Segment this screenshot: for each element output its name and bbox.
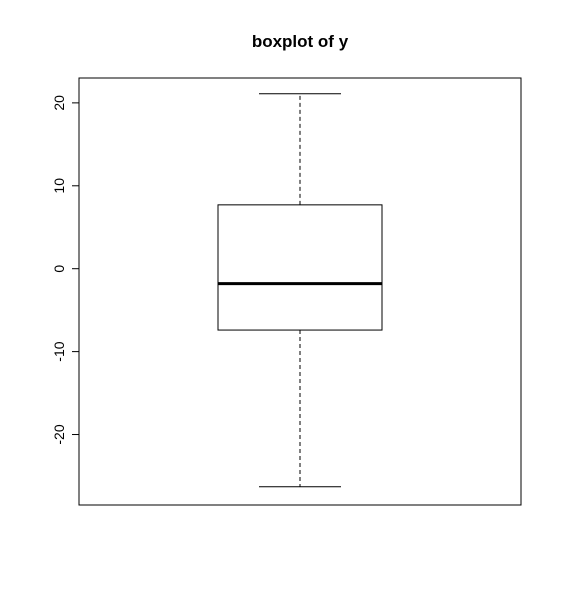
interquartile-box [217, 204, 383, 331]
y-tick-label: 20 [51, 95, 67, 111]
y-tick-label: -10 [51, 341, 67, 361]
y-tick-label: 0 [51, 265, 67, 273]
y-axis: -20 -10 0 10 20 [51, 95, 80, 445]
box-plot [217, 93, 383, 488]
y-tick-label: -20 [51, 424, 67, 444]
plot-frame [78, 77, 522, 506]
y-tick-label: 10 [51, 178, 67, 194]
chart-title: boxplot of y [252, 32, 349, 51]
